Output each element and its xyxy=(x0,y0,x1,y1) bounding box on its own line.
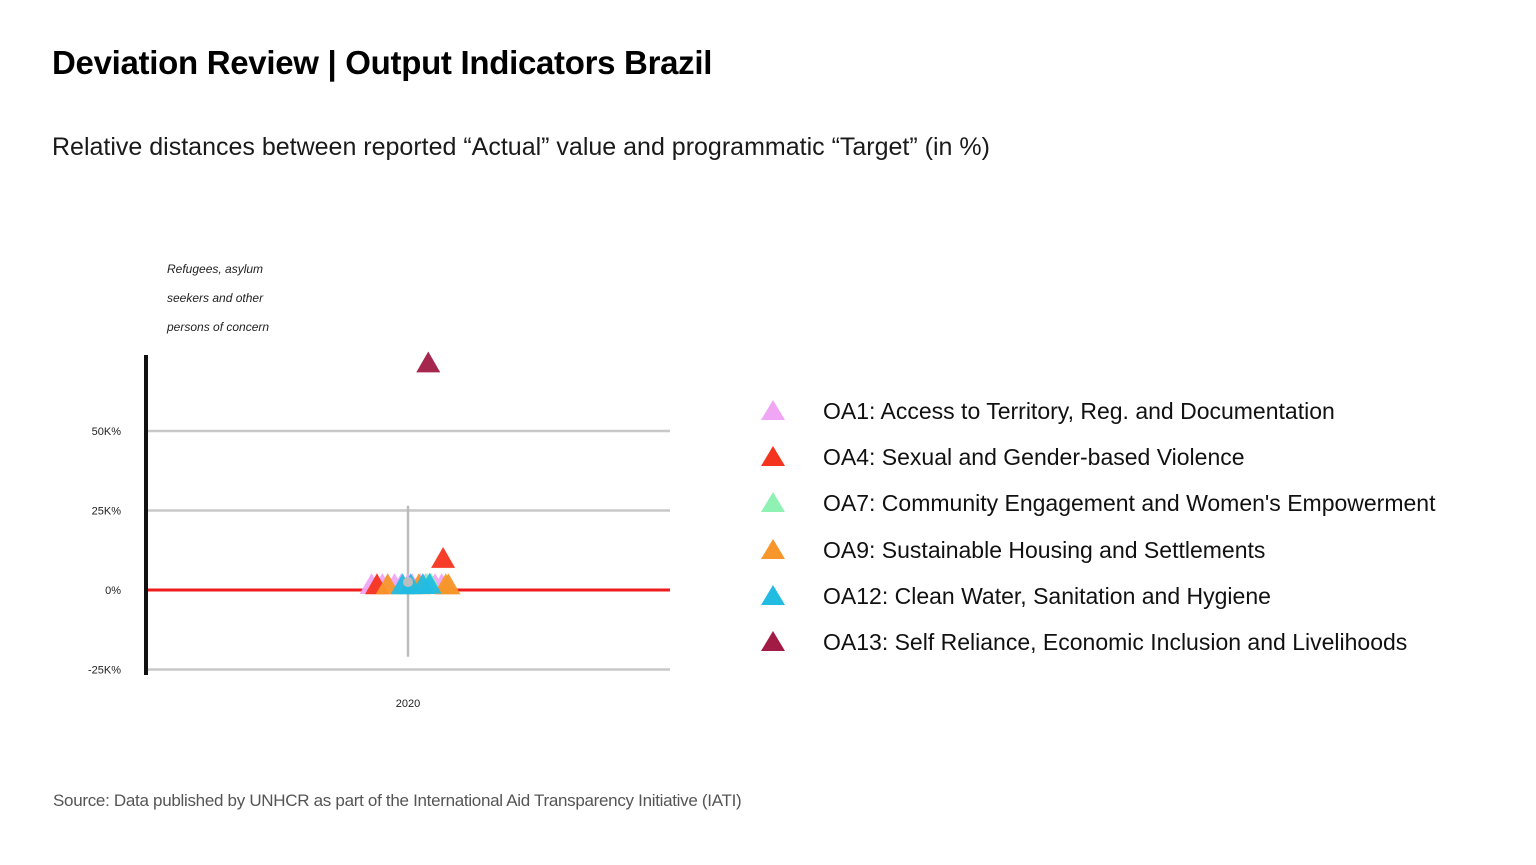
page-title: Deviation Review | Output Indicators Bra… xyxy=(52,44,713,81)
chart-legend: OA1: Access to Territory, Reg. and Docum… xyxy=(760,392,1500,669)
population-label: Refugees, asylum seekers and other persons… xyxy=(166,262,269,334)
legend-item-oa9: OA9: Sustainable Housing and Settlements xyxy=(760,531,1500,577)
legend-marker-shape xyxy=(761,492,785,513)
triangle-icon xyxy=(761,492,785,513)
data-point-oa4 xyxy=(431,547,456,568)
legend-marker-shape xyxy=(761,538,785,559)
legend-marker-shape xyxy=(761,630,785,651)
source-note: Source: Data published by UNHCR as part … xyxy=(53,791,742,810)
legend-label: OA7: Community Engagement and Women's Em… xyxy=(823,490,1436,517)
legend-item-oa4: OA4: Sexual and Gender-based Violence xyxy=(760,438,1500,484)
legend-label: OA13: Self Reliance, Economic Inclusion … xyxy=(823,628,1408,655)
legend-marker-shape xyxy=(761,446,785,467)
legend-item-oa12: OA12: Clean Water, Sanitation and Hygien… xyxy=(760,577,1500,623)
legend-label: OA12: Clean Water, Sanitation and Hygien… xyxy=(823,582,1271,609)
population-label-line: seekers and other xyxy=(167,291,264,305)
deviation-scatter-chart: Refugees, asylum seekers and other persons… xyxy=(88,262,670,710)
data-point-oa12 xyxy=(417,572,442,594)
data-point-oa9 xyxy=(436,573,461,595)
triangle-icon xyxy=(761,584,785,605)
legend-item-oa1: OA1: Access to Territory, Reg. and Docum… xyxy=(760,392,1500,438)
population-label-line: persons of concern xyxy=(166,320,269,334)
triangle-icon xyxy=(761,630,785,651)
legend-label: OA9: Sustainable Housing and Settlements xyxy=(823,536,1266,563)
legend-label: OA4: Sexual and Gender-based Violence xyxy=(823,444,1245,471)
x-tick-labels: 2020 xyxy=(396,698,420,710)
population-label-line: Refugees, asylum xyxy=(167,262,263,276)
data-points xyxy=(359,351,461,595)
median-dot xyxy=(403,577,413,588)
data-point-oa13 xyxy=(416,351,441,373)
y-tick-label: 50K% xyxy=(92,426,122,438)
legend-marker-shape xyxy=(761,400,785,420)
legend-marker-shape xyxy=(761,584,785,605)
triangle-icon xyxy=(761,400,785,420)
y-tick-label: -25K% xyxy=(88,665,121,677)
y-tick-labels: 50K% 25K% 0% -25K% xyxy=(88,426,121,677)
legend-item-oa13: OA13: Self Reliance, Economic Inclusion … xyxy=(760,623,1500,669)
legend-item-oa7: OA7: Community Engagement and Women's Em… xyxy=(760,484,1500,530)
x-tick-label: 2020 xyxy=(396,698,420,710)
page-subtitle: Relative distances between reported “Act… xyxy=(52,133,990,161)
triangle-icon xyxy=(761,446,785,467)
legend-label: OA1: Access to Territory, Reg. and Docum… xyxy=(823,398,1335,424)
y-tick-label: 0% xyxy=(105,585,121,597)
triangle-icon xyxy=(761,538,785,559)
y-tick-label: 25K% xyxy=(92,506,122,518)
